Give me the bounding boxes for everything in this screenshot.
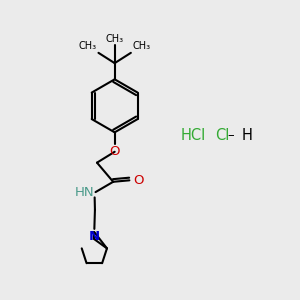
Text: O: O — [133, 174, 143, 187]
Text: N: N — [89, 230, 100, 243]
Text: CH₃: CH₃ — [106, 34, 124, 44]
Text: CH₃: CH₃ — [79, 41, 97, 51]
Text: CH₃: CH₃ — [132, 41, 151, 51]
Text: –: – — [228, 129, 234, 142]
Text: H: H — [241, 128, 252, 143]
Text: Cl: Cl — [215, 128, 229, 143]
Text: O: O — [110, 145, 120, 158]
Text: HN: HN — [74, 186, 94, 199]
Text: HCl: HCl — [181, 128, 206, 143]
